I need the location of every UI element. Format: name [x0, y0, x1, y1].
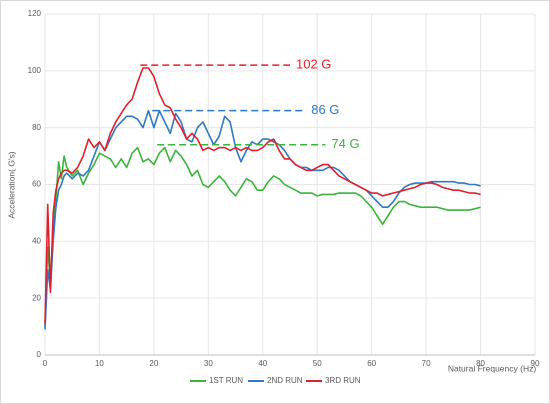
x-tick-label: 20	[149, 359, 158, 368]
legend-label: 2ND RUN	[267, 376, 303, 385]
legend-label: 3RD RUN	[325, 376, 361, 385]
x-tick-label: 50	[313, 359, 322, 368]
x-tick-label: 80	[476, 359, 485, 368]
legend-label: 1ST RUN	[209, 376, 243, 385]
x-axis-label: Natural Frequency (Hz)	[448, 363, 537, 373]
y-tick-label: 120	[28, 9, 42, 18]
annotation-label: 102 G	[296, 57, 331, 72]
annotation-label: 86 G	[311, 102, 339, 117]
y-tick-label: 20	[32, 293, 41, 302]
x-tick-label: 10	[95, 359, 104, 368]
y-tick-label: 0	[37, 350, 42, 359]
annotation-label: 74 G	[331, 136, 359, 151]
y-tick-label: 100	[28, 66, 42, 75]
x-tick-label: 30	[204, 359, 213, 368]
x-tick-label: 40	[258, 359, 267, 368]
x-tick-label: 0	[43, 359, 48, 368]
y-axis-label: Acceleration( G's)	[6, 151, 16, 218]
x-tick-label: 70	[422, 359, 431, 368]
x-tick-label: 60	[367, 359, 376, 368]
y-tick-label: 80	[32, 123, 41, 132]
x-tick-label: 90	[531, 359, 540, 368]
y-tick-label: 60	[32, 180, 41, 189]
series-line	[44, 146, 481, 327]
series-line	[44, 67, 481, 324]
y-tick-label: 40	[32, 236, 41, 245]
